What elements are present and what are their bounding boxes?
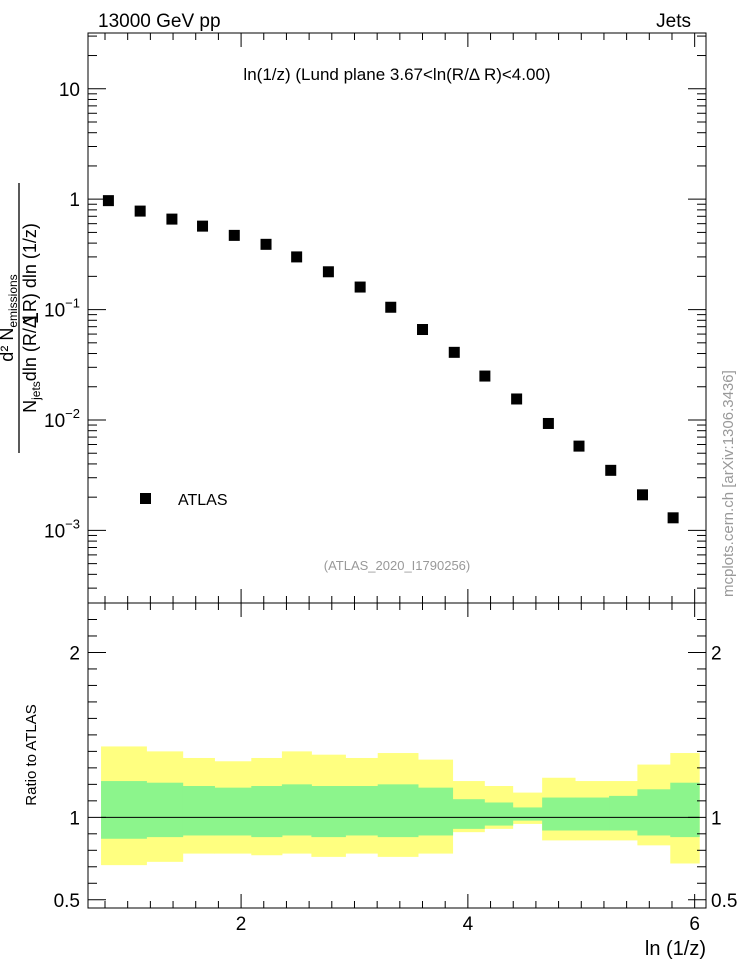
- data-point: [354, 281, 366, 293]
- green-band-bin: [251, 786, 283, 838]
- ratio-y-tick-label: 2: [69, 643, 80, 664]
- x-tick-labels: 2 4 6: [236, 914, 700, 935]
- main-plot-panel: ln(1/z) (Lund plane 3.67<ln(R/Δ R)<4.00)…: [0, 32, 707, 604]
- y-tick-label: 10: [59, 80, 80, 101]
- ratio-y-tick-label-right: 1: [711, 808, 722, 829]
- data-point: [636, 489, 648, 501]
- ratio-y-axis-label: Ratio to ATLAS: [23, 704, 40, 805]
- x-tick-label: 4: [463, 914, 474, 935]
- data-point: [134, 205, 146, 217]
- plot-title: ln(1/z) (Lund plane 3.67<ln(R/Δ R)<4.00): [243, 65, 550, 84]
- green-band-bin: [214, 787, 252, 836]
- y-tick-label: 1: [69, 190, 80, 211]
- ratio-plot-panel: 0.5 1 2 0.5 1 2 2 4 6 Ratio to ATLAS ln (1/z): [23, 602, 737, 960]
- data-point: [542, 417, 554, 429]
- data-markers: [102, 195, 679, 524]
- main-axis-ticks: [88, 33, 706, 603]
- main-y-axis-label: 1 d² Nemissions Njetsdln (R/Δ R) dln (1/…: [0, 183, 43, 453]
- y-label-denominator: Njetsdln (R/Δ R) dln (1/z): [20, 223, 43, 413]
- y-tick-label: 10−1: [44, 296, 80, 322]
- ratio-y-tick-label: 0.5: [54, 891, 80, 912]
- green-band-bin: [146, 782, 184, 838]
- data-point: [291, 251, 303, 263]
- data-point: [197, 220, 209, 232]
- data-point: [667, 512, 679, 524]
- x-axis-label: ln (1/z): [645, 938, 706, 960]
- ratio-y-tick-labels-right: 0.5 1 2: [711, 643, 737, 911]
- data-point: [448, 346, 460, 358]
- y-label-numerator: d² Nemissions: [0, 274, 20, 361]
- y-tick-label: 10−3: [44, 516, 80, 542]
- header-left: 13000 GeV pp: [98, 11, 221, 32]
- data-point: [322, 266, 334, 278]
- ratio-axis-ticks: [88, 603, 706, 908]
- green-band-bin: [575, 797, 610, 831]
- data-point: [479, 370, 491, 382]
- green-band-bin: [452, 799, 485, 829]
- green-band-bin: [281, 784, 312, 836]
- data-point: [511, 393, 523, 405]
- data-point: [605, 464, 617, 476]
- green-band-bin: [417, 787, 454, 836]
- green-band-bin: [484, 802, 514, 826]
- side-label: mcplots.cern.ch [arXiv:1306.3436]: [720, 370, 737, 597]
- data-point: [166, 213, 178, 225]
- green-band-bin: [182, 786, 215, 836]
- data-point: [385, 301, 397, 313]
- green-band-bin: [670, 782, 700, 838]
- data-point: [228, 229, 240, 241]
- green-band-bin: [345, 786, 379, 836]
- green-band-bin: [377, 784, 419, 838]
- green-band-bin: [512, 807, 543, 821]
- ratio-bands: [101, 746, 700, 866]
- header-right: Jets: [656, 11, 691, 32]
- main-y-tick-labels: 10 1 10−1 10−2 10−3: [44, 80, 80, 543]
- ratio-y-tick-label-right: 2: [711, 643, 722, 664]
- green-band-bin: [637, 789, 671, 836]
- data-point: [573, 440, 585, 452]
- x-tick-label: 2: [236, 914, 247, 935]
- green-band-bin: [609, 795, 638, 831]
- green-band-bin: [311, 786, 346, 838]
- x-tick-label: 6: [689, 914, 700, 935]
- ratio-plot-frame: [87, 602, 707, 909]
- green-band-bin: [101, 781, 147, 839]
- ratio-y-tick-labels: 0.5 1 2: [54, 643, 80, 911]
- analysis-id: (ATLAS_2020_I1790256): [324, 558, 470, 573]
- legend-label: ATLAS: [178, 492, 228, 509]
- legend: ATLAS: [140, 492, 228, 509]
- data-point: [417, 324, 429, 336]
- legend-marker: [140, 493, 151, 504]
- ratio-y-tick-label-right: 0.5: [711, 891, 737, 912]
- y-tick-label: 10−2: [44, 406, 80, 432]
- data-point: [102, 195, 114, 207]
- green-band-bin: [542, 797, 576, 831]
- main-plot-frame: [87, 32, 707, 604]
- y-label-prefix: 1: [18, 312, 43, 324]
- data-point: [260, 238, 272, 250]
- ratio-y-tick-label: 1: [69, 808, 80, 829]
